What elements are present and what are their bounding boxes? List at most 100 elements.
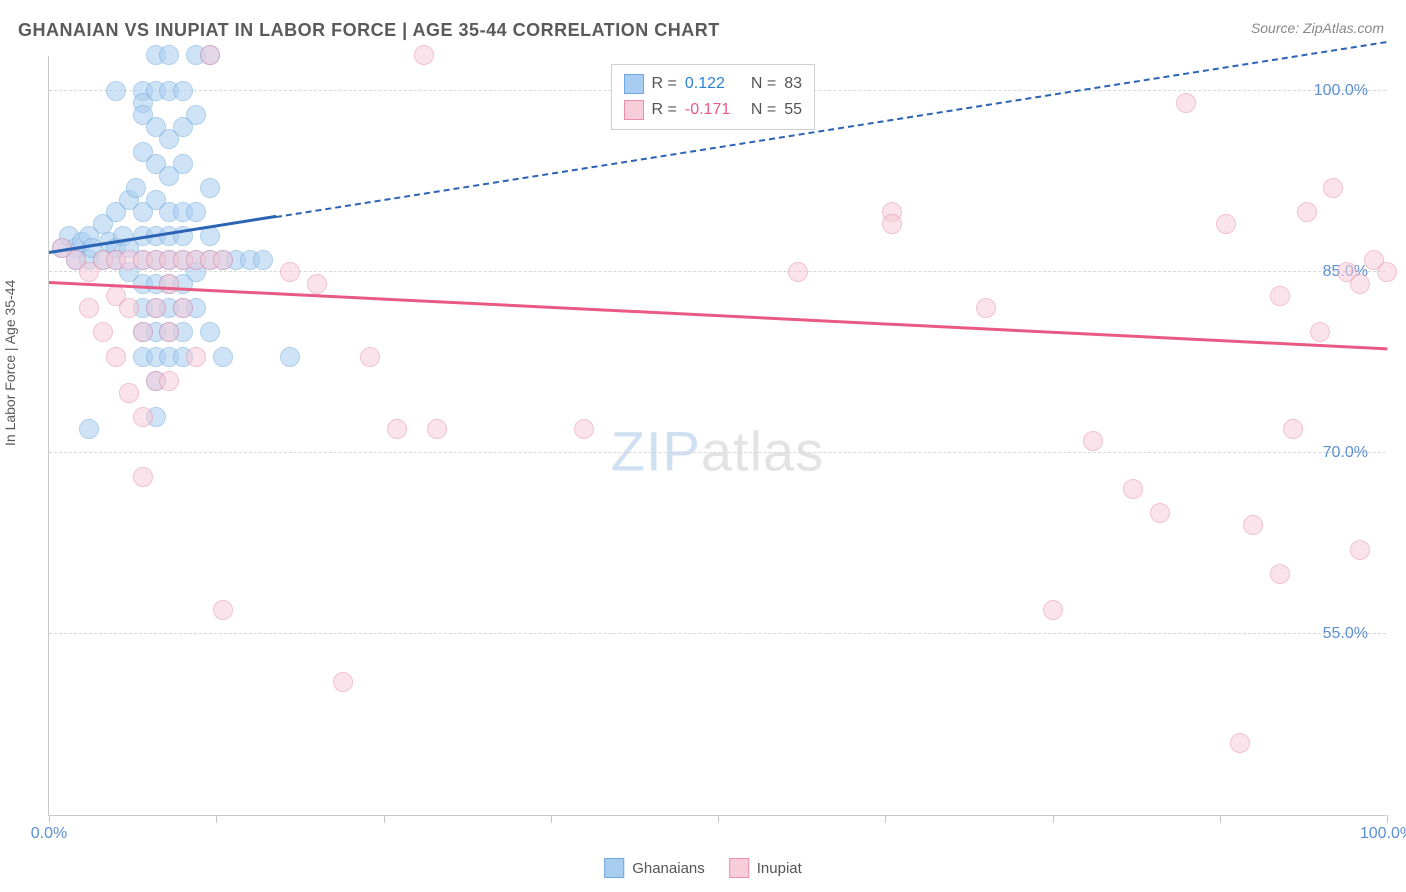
series-swatch (604, 858, 624, 878)
data-point (1083, 431, 1103, 451)
data-point (186, 347, 206, 367)
data-point (574, 419, 594, 439)
gridline (49, 633, 1386, 634)
data-point (119, 383, 139, 403)
x-tick-label: 0.0% (31, 825, 67, 843)
n-label: N = (751, 75, 776, 93)
gridline (49, 271, 1386, 272)
x-tick-label: 100.0% (1360, 825, 1406, 843)
data-point (200, 178, 220, 198)
r-label: R = (652, 75, 677, 93)
data-point (1350, 540, 1370, 560)
data-point (1283, 419, 1303, 439)
data-point (159, 45, 179, 65)
r-value: 0.122 (685, 75, 743, 93)
data-point (1043, 600, 1063, 620)
x-tick (384, 815, 385, 823)
legend-label: Inupiat (757, 860, 802, 877)
stats-row: R = 0.122 N = 83 (624, 71, 802, 97)
data-point (159, 371, 179, 391)
data-point (213, 250, 233, 270)
trend-line (49, 281, 1387, 350)
x-tick (1053, 815, 1054, 823)
data-point (106, 81, 126, 101)
data-point (1150, 503, 1170, 523)
data-point (133, 467, 153, 487)
data-point (146, 298, 166, 318)
series-swatch (729, 858, 749, 878)
r-value: -0.171 (685, 101, 743, 119)
series-swatch (624, 74, 644, 94)
data-point (1310, 322, 1330, 342)
x-tick (551, 815, 552, 823)
data-point (93, 322, 113, 342)
source-label: Source: ZipAtlas.com (1251, 20, 1384, 36)
x-tick (718, 815, 719, 823)
data-point (173, 298, 193, 318)
chart-title: GHANAIAN VS INUPIAT IN LABOR FORCE | AGE… (18, 20, 720, 41)
data-point (119, 298, 139, 318)
r-label: R = (652, 101, 677, 119)
watermark: ZIPatlas (611, 418, 824, 483)
data-point (1323, 178, 1343, 198)
data-point (976, 298, 996, 318)
data-point (280, 262, 300, 282)
correlation-chart: GHANAIAN VS INUPIAT IN LABOR FORCE | AGE… (0, 0, 1406, 892)
data-point (106, 347, 126, 367)
plot-area: ZIPatlas 55.0%70.0%85.0%100.0%0.0%100.0%… (48, 56, 1386, 816)
x-tick (216, 815, 217, 823)
data-point (1230, 733, 1250, 753)
y-tick-label: 55.0% (1323, 625, 1368, 643)
data-point (186, 105, 206, 125)
y-tick-label: 100.0% (1314, 82, 1368, 100)
data-point (1243, 515, 1263, 535)
stats-box: R = 0.122 N = 83 R = -0.171 N = 55 (611, 64, 815, 130)
data-point (1350, 274, 1370, 294)
n-value: 83 (784, 75, 802, 93)
data-point (159, 322, 179, 342)
data-point (360, 347, 380, 367)
data-point (200, 322, 220, 342)
data-point (173, 81, 193, 101)
data-point (427, 419, 447, 439)
data-point (1270, 286, 1290, 306)
data-point (387, 419, 407, 439)
data-point (882, 214, 902, 234)
data-point (186, 202, 206, 222)
data-point (173, 154, 193, 174)
data-point (1270, 564, 1290, 584)
y-tick-label: 70.0% (1323, 444, 1368, 462)
trend-line (276, 41, 1387, 218)
data-point (333, 672, 353, 692)
data-point (414, 45, 434, 65)
n-value: 55 (784, 101, 802, 119)
data-point (1216, 214, 1236, 234)
data-point (1123, 479, 1143, 499)
x-tick (49, 815, 50, 823)
series-swatch (624, 100, 644, 120)
data-point (159, 274, 179, 294)
n-label: N = (751, 101, 776, 119)
data-point (213, 347, 233, 367)
legend-item: Ghanaians (604, 858, 705, 878)
data-point (133, 322, 153, 342)
data-point (253, 250, 273, 270)
stats-row: R = -0.171 N = 55 (624, 97, 802, 123)
data-point (79, 419, 99, 439)
data-point (307, 274, 327, 294)
data-point (79, 298, 99, 318)
data-point (1176, 93, 1196, 113)
data-point (280, 347, 300, 367)
data-point (126, 178, 146, 198)
legend: Ghanaians Inupiat (604, 858, 802, 878)
data-point (200, 45, 220, 65)
legend-label: Ghanaians (632, 860, 705, 877)
data-point (788, 262, 808, 282)
data-point (213, 600, 233, 620)
x-tick (1220, 815, 1221, 823)
x-tick (1387, 815, 1388, 823)
gridline (49, 452, 1386, 453)
data-point (1297, 202, 1317, 222)
x-tick (885, 815, 886, 823)
y-axis-label: In Labor Force | Age 35-44 (2, 280, 18, 446)
